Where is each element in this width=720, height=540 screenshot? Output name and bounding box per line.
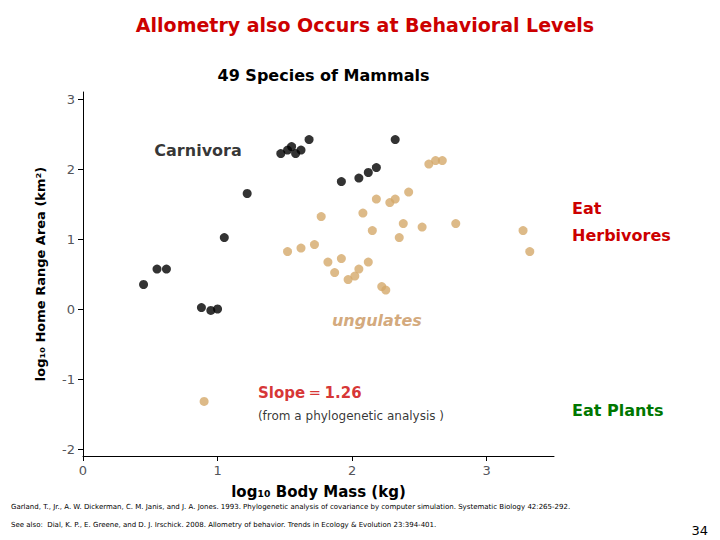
svg-text:3: 3 <box>67 92 75 107</box>
svg-text:Allometry also Occurs at Behav: Allometry also Occurs at Behavioral Leve… <box>136 14 594 36</box>
svg-text:49 Species of Mammals: 49 Species of Mammals <box>218 66 430 85</box>
svg-text:-1: -1 <box>62 372 75 387</box>
svg-text:ungulates: ungulates <box>332 311 422 330</box>
svg-text:1: 1 <box>213 463 221 478</box>
svg-text:2: 2 <box>67 162 75 177</box>
svg-text:Herbivores: Herbivores <box>572 226 671 245</box>
svg-text:Slope ═ 1.26: Slope ═ 1.26 <box>258 384 362 402</box>
svg-text:Eat: Eat <box>572 199 602 218</box>
svg-text:1: 1 <box>67 232 75 247</box>
svg-text:-2: -2 <box>62 442 75 457</box>
svg-text:0: 0 <box>79 463 87 478</box>
svg-text:3: 3 <box>483 463 491 478</box>
svg-text:See also: Dial, K. P., E. Gre: See also: Dial, K. P., E. Greene, and D.… <box>11 521 436 529</box>
svg-text:34: 34 <box>691 523 708 538</box>
svg-text:2: 2 <box>348 463 356 478</box>
svg-text:(from a phylogenetic analysis: (from a phylogenetic analysis ) <box>258 409 444 423</box>
svg-text:0: 0 <box>67 302 75 317</box>
svg-text:log₁₀ Body Mass (kg): log₁₀ Body Mass (kg) <box>231 483 406 501</box>
svg-text:Carnivora: Carnivora <box>154 141 241 160</box>
svg-text:log₁₀ Home Range Area (km²): log₁₀ Home Range Area (km²) <box>33 167 48 381</box>
svg-text:Eat Plants: Eat Plants <box>572 401 664 420</box>
svg-text:Garland, T., Jr., A. W. Dicker: Garland, T., Jr., A. W. Dickerman, C. M.… <box>11 503 570 511</box>
